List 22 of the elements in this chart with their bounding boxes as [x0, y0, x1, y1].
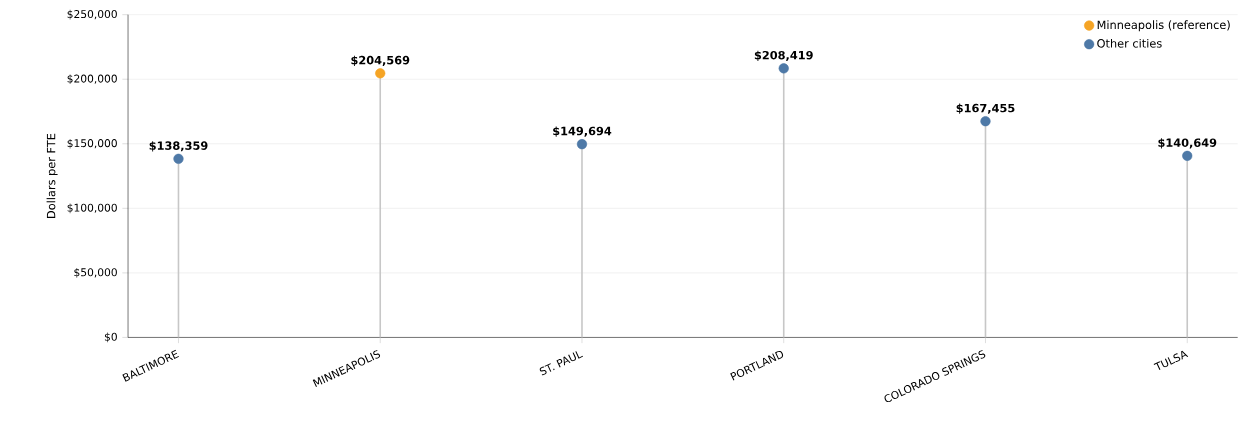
data-label: $140,649 — [1158, 137, 1217, 149]
point — [173, 153, 184, 164]
point — [778, 63, 789, 74]
y-axis-title: Dollars per FTE — [46, 133, 58, 218]
data-label: $167,455 — [956, 103, 1015, 114]
y-tick-label: $150,000 — [67, 138, 117, 149]
point — [980, 115, 991, 127]
y-tick-label: $250,000 — [67, 9, 117, 20]
legend-label: Minneapolis (reference) — [1097, 20, 1230, 32]
y-tick-label: $50,000 — [74, 267, 117, 278]
data-label: $149,694 — [553, 126, 612, 137]
y-tick-label: $200,000 — [67, 74, 117, 84]
point — [576, 138, 588, 150]
x-tick-label: ST. PAUL — [539, 350, 584, 375]
data-label: $204,569 — [351, 55, 410, 66]
data-label: $208,419 — [754, 50, 813, 61]
legend-label: Other cities — [1097, 38, 1162, 48]
point — [1182, 150, 1193, 161]
point — [375, 68, 386, 79]
y-tick-label: $100,000 — [67, 203, 117, 213]
y-tick-label: $0 — [104, 332, 117, 343]
data-label: $138,359 — [149, 140, 208, 152]
